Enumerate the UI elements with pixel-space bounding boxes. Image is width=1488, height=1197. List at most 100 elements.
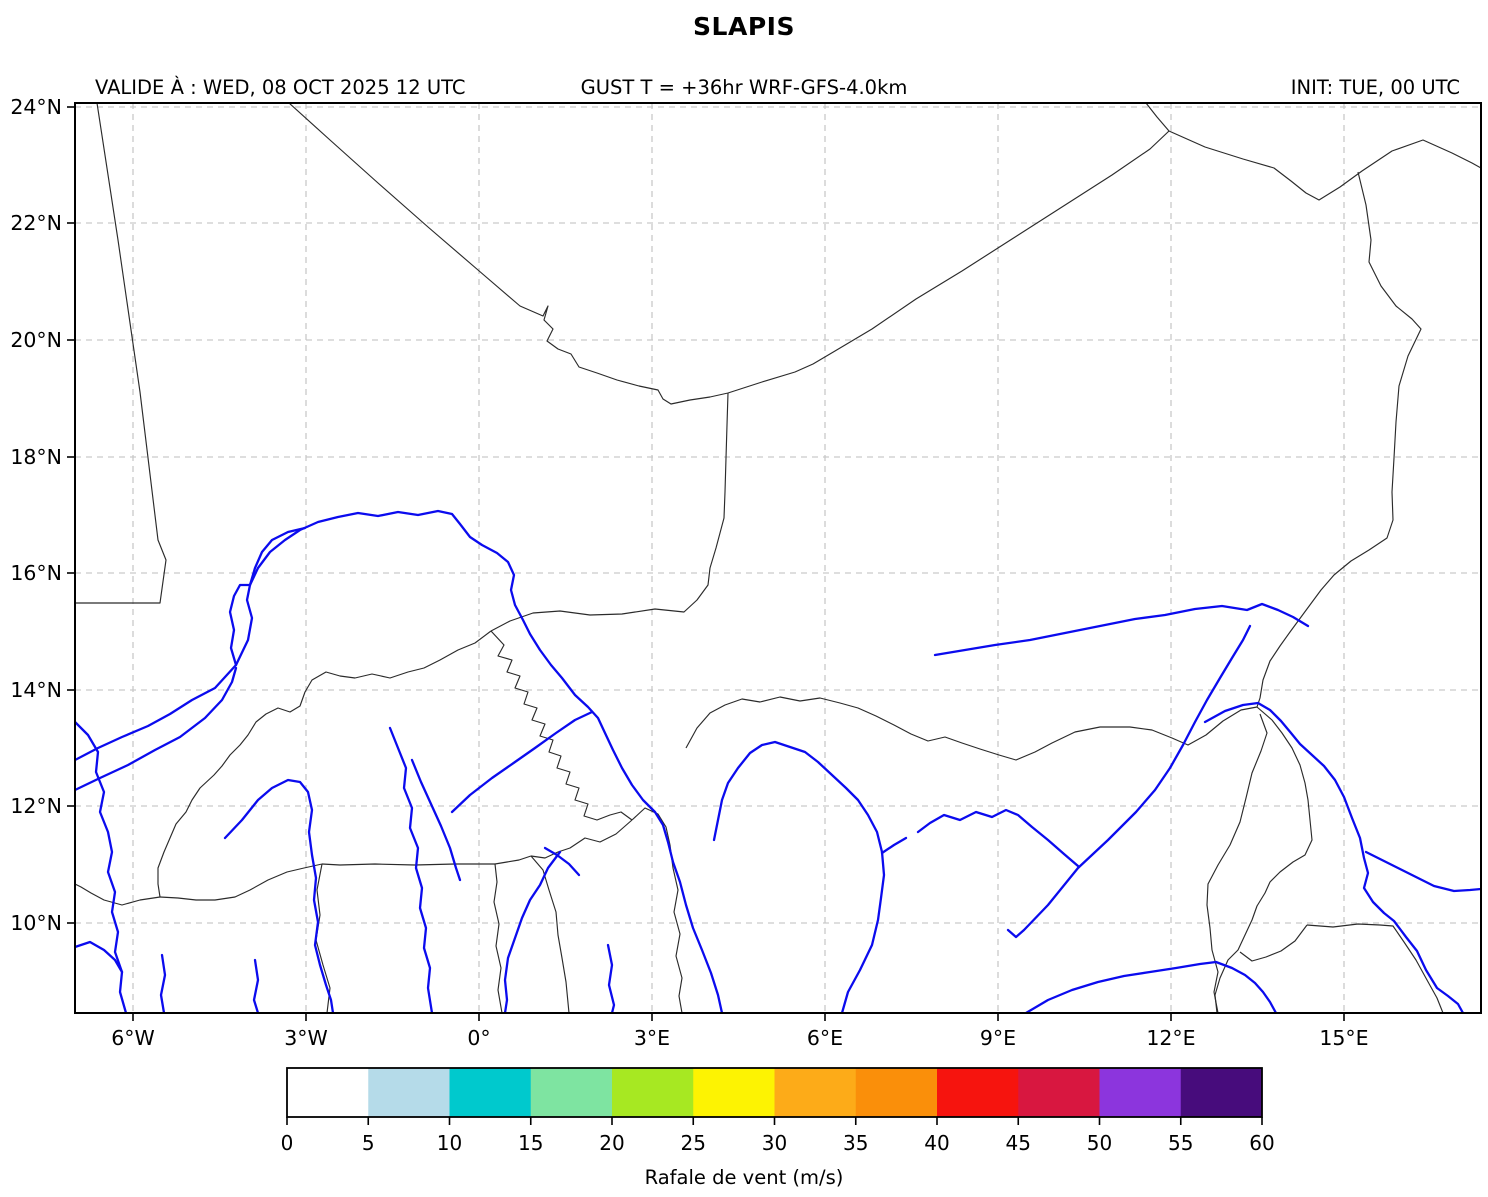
colorbar-segment-15-20 bbox=[530, 1068, 613, 1117]
colorbar-segment-5-10 bbox=[368, 1068, 450, 1117]
river-diaka-branch bbox=[228, 583, 252, 667]
river-bahr-azoum bbox=[1364, 850, 1481, 893]
y-tick-label: 10°N bbox=[10, 911, 62, 935]
river-banifing-stub bbox=[252, 958, 260, 1013]
axis-labels: 6°W 3°W 0° 3°E 6°E 9°E 12°E 15°E 24°N 22°N 20°N 18°… bbox=[10, 95, 1368, 1050]
colorbar-segment-50-55 bbox=[1099, 1068, 1182, 1117]
colorbar-tick-label: 55 bbox=[1168, 1131, 1193, 1155]
colorbar-segment-20-25 bbox=[612, 1068, 694, 1117]
y-tick-label: 22°N bbox=[10, 211, 62, 235]
colorbar-tick-label: 25 bbox=[681, 1131, 706, 1155]
colorbar-segment-30-35 bbox=[774, 1068, 857, 1117]
colorbar-tick-label: 10 bbox=[437, 1131, 462, 1155]
river-sirba bbox=[450, 710, 594, 814]
colorbar-title: Rafale de vent (m/s) bbox=[644, 1166, 844, 1189]
y-tick-label: 12°N bbox=[10, 794, 62, 818]
country-border-algeria-mali bbox=[288, 103, 729, 405]
colorbar-tick-label: 0 bbox=[281, 1131, 294, 1155]
river-chari bbox=[1203, 701, 1465, 1013]
x-tick-label: 3°E bbox=[634, 1026, 670, 1050]
colorbar-tick-label: 45 bbox=[1006, 1131, 1031, 1155]
forecast-model-label: GUST T = +36hr WRF-GFS-4.0km bbox=[580, 76, 908, 99]
country-border-nigeria-cameroon bbox=[1206, 713, 1268, 1013]
y-tick-label: 24°N bbox=[10, 95, 62, 119]
y-tick-label: 16°N bbox=[10, 561, 62, 585]
river-sokoto bbox=[712, 740, 886, 1013]
colorbar-segment-0-5 bbox=[287, 1068, 369, 1117]
colorbar-segment-45-50 bbox=[1018, 1068, 1100, 1117]
init-time-label: INIT: TUE, 00 UTC bbox=[1290, 76, 1460, 99]
river-mekrou-stub bbox=[606, 943, 616, 1013]
river-mouhoun bbox=[223, 778, 335, 1013]
map-frame bbox=[74, 102, 1482, 1014]
colorbar-tick-label: 40 bbox=[924, 1131, 949, 1155]
colorbar-tick-label: 20 bbox=[599, 1131, 624, 1155]
colorbar-tick-label: 60 bbox=[1249, 1131, 1274, 1155]
colorbar-tick-label: 35 bbox=[843, 1131, 868, 1155]
x-tick-label: 9°E bbox=[980, 1026, 1016, 1050]
x-tick-label: 6°E bbox=[807, 1026, 843, 1050]
colorbar-segment-10-15 bbox=[449, 1068, 532, 1117]
country-border-togo-ghana bbox=[493, 863, 503, 1013]
country-border-mali-cotedivoire bbox=[75, 883, 161, 906]
colorbar-tick-label: 50 bbox=[1087, 1131, 1112, 1155]
grid-lines bbox=[75, 103, 1481, 1013]
map-subheader: GUST T = +36hr WRF-GFS-4.0km VALIDE À : … bbox=[0, 76, 1488, 102]
colorbar-tick-label: 5 bbox=[362, 1131, 375, 1155]
country-border-benin-nigeria bbox=[669, 844, 683, 1013]
river-baoule bbox=[75, 720, 128, 1013]
country-border-mali-niger bbox=[490, 392, 729, 632]
country-border-benin-niger bbox=[631, 807, 671, 846]
country-border-niger-nigeria bbox=[685, 696, 1258, 761]
valid-time-label: VALIDE À : WED, 08 OCT 2025 12 UTC bbox=[95, 76, 466, 99]
river-senegal-stub bbox=[75, 940, 124, 974]
river-nakanbe bbox=[388, 726, 434, 1013]
river-bani bbox=[75, 666, 238, 792]
geography-layer bbox=[75, 103, 1481, 1013]
colorbar: 0 5 10 15 20 25 30 35 40 45 50 55 60 bbox=[281, 1067, 1275, 1155]
country-border-cameroon-chad-link bbox=[1239, 924, 1308, 962]
colorbar-segment-35-40 bbox=[855, 1068, 938, 1117]
river-lake-branch bbox=[248, 526, 307, 587]
country-border-togo-benin bbox=[530, 855, 570, 1013]
country-border-libya-niger bbox=[1168, 130, 1481, 201]
river-komadugu-yobe bbox=[1006, 624, 1252, 939]
river-oti bbox=[503, 850, 562, 1013]
x-tick-label: 3°W bbox=[284, 1026, 328, 1050]
y-tick-label: 14°N bbox=[10, 678, 62, 702]
x-tick-label: 12°E bbox=[1146, 1026, 1195, 1050]
country-border-benin-burkina bbox=[530, 819, 633, 859]
y-tick-label: 18°N bbox=[10, 445, 62, 469]
x-tick-label: 15°E bbox=[1319, 1026, 1368, 1050]
colorbar-tick-label: 15 bbox=[518, 1131, 543, 1155]
country-border-algeria-libya bbox=[1145, 103, 1170, 132]
country-border-mauritania-mali bbox=[75, 103, 167, 604]
country-border-mali-burkina bbox=[157, 630, 492, 898]
colorbar-segment-25-30 bbox=[693, 1068, 775, 1117]
country-border-algeria-niger bbox=[727, 130, 1170, 394]
country-border-burkina-togo bbox=[494, 855, 532, 865]
river-hadejia-west bbox=[880, 836, 908, 855]
y-tick-label: 20°N bbox=[10, 328, 62, 352]
river-bagoe-stub bbox=[159, 953, 167, 1013]
country-border-chad-cameroon bbox=[1214, 706, 1313, 1013]
river-niger bbox=[75, 509, 724, 1013]
x-tick-label: 6°W bbox=[111, 1026, 155, 1050]
river-benue bbox=[1024, 960, 1278, 1013]
page-title: SLAPIS bbox=[693, 12, 795, 41]
colorbar-segment-40-45 bbox=[937, 1068, 1019, 1117]
river-hadejia-east bbox=[916, 808, 1080, 868]
x-tick-label: 0° bbox=[467, 1026, 490, 1050]
country-border-cameroon-chad-se bbox=[1306, 923, 1444, 1013]
colorbar-tick-label: 30 bbox=[762, 1131, 787, 1155]
country-border-burkina-cotedivoire bbox=[159, 863, 323, 901]
country-border-burkina-ghana bbox=[321, 863, 495, 866]
river-red-volta bbox=[410, 758, 462, 882]
country-border-niger-chad bbox=[1256, 171, 1422, 708]
colorbar-segment-55-60 bbox=[1180, 1068, 1263, 1117]
country-border-burkina-niger bbox=[490, 630, 633, 821]
river-pendjari-stub bbox=[543, 846, 581, 877]
river-tarka bbox=[933, 602, 1310, 657]
